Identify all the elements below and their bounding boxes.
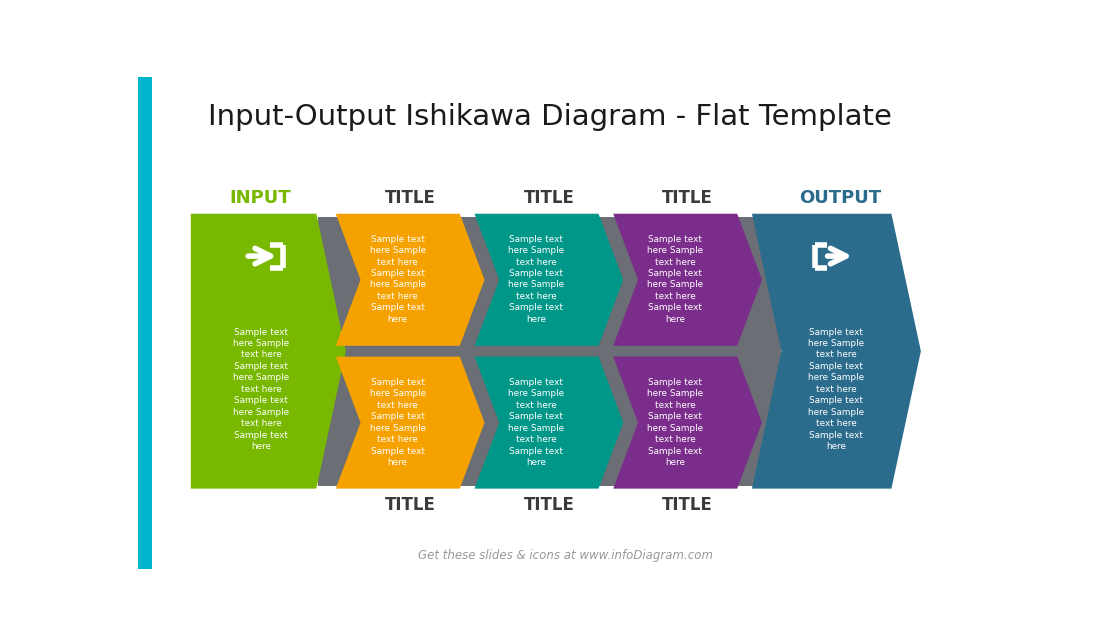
Polygon shape <box>751 213 920 489</box>
Text: TITLE: TITLE <box>385 496 435 514</box>
Text: TITLE: TITLE <box>385 189 435 207</box>
Text: Sample text
here Sample
text here
Sample text
here Sample
text here
Sample text
: Sample text here Sample text here Sample… <box>233 328 290 451</box>
Polygon shape <box>613 213 762 346</box>
Text: Sample text
here Sample
text here
Sample text
here Sample
text here
Sample text
: Sample text here Sample text here Sample… <box>370 235 425 324</box>
Polygon shape <box>474 357 623 489</box>
Text: OUTPUT: OUTPUT <box>799 189 882 207</box>
Text: TITLE: TITLE <box>524 496 575 514</box>
Text: Sample text
here Sample
text here
Sample text
here Sample
text here
Sample text
: Sample text here Sample text here Sample… <box>648 235 703 324</box>
Text: TITLE: TITLE <box>524 189 575 207</box>
Text: INPUT: INPUT <box>230 189 292 207</box>
Text: Input-Output Ishikawa Diagram - Flat Template: Input-Output Ishikawa Diagram - Flat Tem… <box>208 103 892 131</box>
Polygon shape <box>613 357 762 489</box>
Text: Sample text
here Sample
text here
Sample text
here Sample
text here
Sample text
: Sample text here Sample text here Sample… <box>370 378 425 467</box>
Text: Sample text
here Sample
text here
Sample text
here Sample
text here
Sample text
: Sample text here Sample text here Sample… <box>508 235 565 324</box>
Polygon shape <box>474 213 623 346</box>
Text: Get these slides & icons at www.infoDiagram.com: Get these slides & icons at www.infoDiag… <box>419 549 714 562</box>
Polygon shape <box>138 77 152 569</box>
Text: TITLE: TITLE <box>662 496 713 514</box>
Polygon shape <box>191 213 346 489</box>
Text: Sample text
here Sample
text here
Sample text
here Sample
text here
Sample text
: Sample text here Sample text here Sample… <box>809 328 864 451</box>
Text: TITLE: TITLE <box>662 189 713 207</box>
Polygon shape <box>318 217 780 486</box>
Text: Sample text
here Sample
text here
Sample text
here Sample
text here
Sample text
: Sample text here Sample text here Sample… <box>648 378 703 467</box>
Polygon shape <box>336 357 485 489</box>
Polygon shape <box>336 213 485 346</box>
Bar <box>318 217 781 486</box>
Text: Sample text
here Sample
text here
Sample text
here Sample
text here
Sample text
: Sample text here Sample text here Sample… <box>508 378 565 467</box>
